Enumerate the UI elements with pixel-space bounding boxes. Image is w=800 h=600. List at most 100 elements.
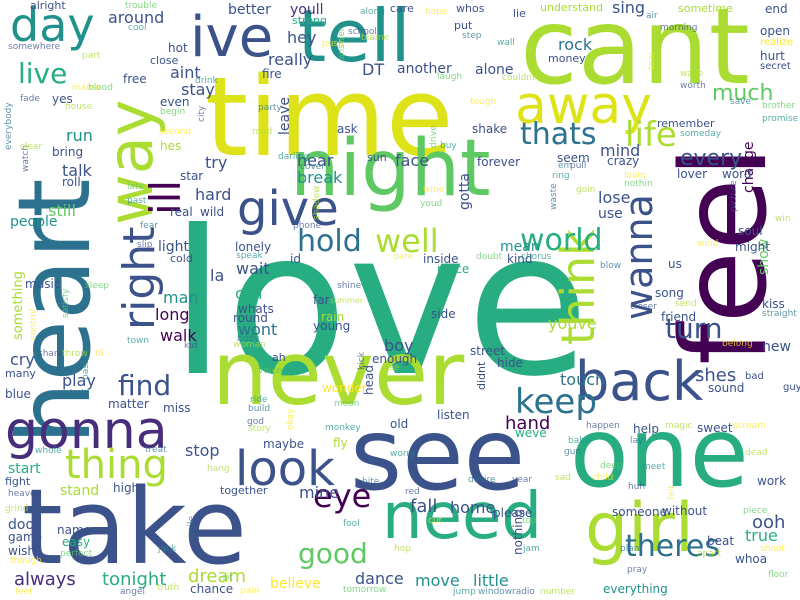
word-work: work [757, 474, 787, 488]
word-miss: miss [163, 401, 191, 415]
word-tonight: tonight [102, 569, 167, 590]
word-around: around [108, 8, 165, 27]
word-hope: hope [425, 7, 448, 17]
word-inside: inside [423, 252, 459, 266]
word-real: real [170, 205, 193, 219]
word-dead: dead [745, 448, 768, 458]
word-year: year [512, 475, 533, 485]
word-mine: mine [299, 483, 340, 502]
word-happen: happen [586, 421, 620, 431]
word-man: man [163, 288, 199, 307]
word-shoot: shoot [760, 544, 785, 554]
word-understand: understand [540, 1, 603, 14]
word-deep: deep [600, 461, 623, 471]
word-try: try [205, 153, 228, 172]
word-side: side [431, 307, 456, 321]
word-top: top [522, 516, 537, 526]
word-buy: buy [440, 141, 457, 151]
word-ask: ask [337, 122, 358, 136]
word-wall: wall [497, 38, 515, 48]
word-high: high [113, 481, 140, 495]
word-time: time [205, 53, 454, 181]
word-sing: sing [612, 0, 646, 17]
word-floor: floor [768, 570, 789, 580]
word-blood: blood [88, 83, 113, 93]
word-run: run [66, 126, 93, 145]
word-late: late [127, 182, 145, 192]
word-sit: sit [222, 573, 233, 583]
word-wait: wait [236, 259, 270, 278]
word-sometime: sometime [678, 2, 733, 15]
word-sad: sad [555, 473, 571, 483]
word-door: door [8, 517, 40, 533]
word-summer: summer [330, 296, 364, 305]
word-touch: touch [560, 370, 606, 389]
word-laugh: laugh [437, 72, 463, 82]
word-whoa: whoa [735, 552, 768, 566]
word-mind: mind [600, 141, 641, 160]
word-along: along [360, 7, 385, 17]
word-grind: grind [5, 504, 29, 514]
word-jump: jump [453, 587, 476, 597]
word-yes: yes [52, 92, 73, 106]
word-straight: straight [762, 309, 797, 319]
word-pain: pain [240, 586, 260, 596]
word-drive: drive [429, 125, 439, 148]
word-free: free [123, 72, 147, 86]
word-round: round [233, 311, 268, 325]
word-realize: realize [760, 37, 794, 48]
word-youve: youve [548, 314, 597, 333]
word-call: call [235, 284, 263, 303]
word-please: please [493, 506, 533, 520]
word-play: play [62, 371, 96, 390]
word-stay: stay [181, 80, 215, 99]
word-tell: tell [298, 0, 411, 78]
word-tough: tough [470, 97, 497, 107]
word-babe: babe [568, 436, 591, 446]
word-apart: apart [697, 549, 721, 559]
word-stop: stop [185, 441, 220, 460]
word-moon: moon [334, 399, 360, 409]
word-give: give [237, 181, 339, 237]
word-radio: radio [512, 587, 535, 597]
word-youd: youd [420, 199, 443, 209]
word-school: school [348, 27, 377, 37]
word-care: care [390, 2, 414, 15]
word-blue: blue [5, 387, 31, 401]
word-soul: soul [738, 224, 763, 238]
word-magic: magic [665, 421, 693, 431]
word-enough: enough [372, 352, 418, 366]
word-god: god [247, 417, 264, 427]
word-ring: ring [552, 171, 570, 181]
word-thats: thats [520, 117, 597, 152]
word-lay: lay [630, 436, 644, 446]
word-cant: cant [520, 0, 750, 108]
word-closer: closer [630, 302, 657, 312]
word-still: still [48, 201, 76, 220]
word-ooh: ooh [752, 512, 786, 533]
word-sound: sound [708, 381, 745, 395]
word-number: number [540, 587, 576, 597]
word-lose: lose [598, 188, 631, 207]
word-story: story [248, 424, 271, 434]
word-every: every [680, 146, 743, 171]
word-believe: believe [270, 576, 321, 592]
word-air: air [646, 11, 658, 21]
word-young: young [313, 319, 351, 333]
word-wake: wake [680, 69, 704, 79]
word-game: game [8, 530, 43, 544]
word-seem: seem [557, 151, 590, 165]
word-angel: angel [120, 587, 145, 597]
word-hide: hide [497, 356, 523, 370]
word-throw: throw [62, 349, 88, 359]
word-road: road [252, 127, 273, 137]
word-youll: youll [290, 2, 324, 18]
word-alone: alone [475, 62, 514, 78]
word-move: move [415, 571, 460, 590]
word-fight: fight [5, 475, 31, 488]
word-break: break [297, 168, 343, 187]
word-listen: listen [437, 408, 470, 422]
word-find: find [118, 369, 172, 402]
word-bite: bite [362, 477, 380, 487]
word-promise: promise [762, 114, 799, 124]
